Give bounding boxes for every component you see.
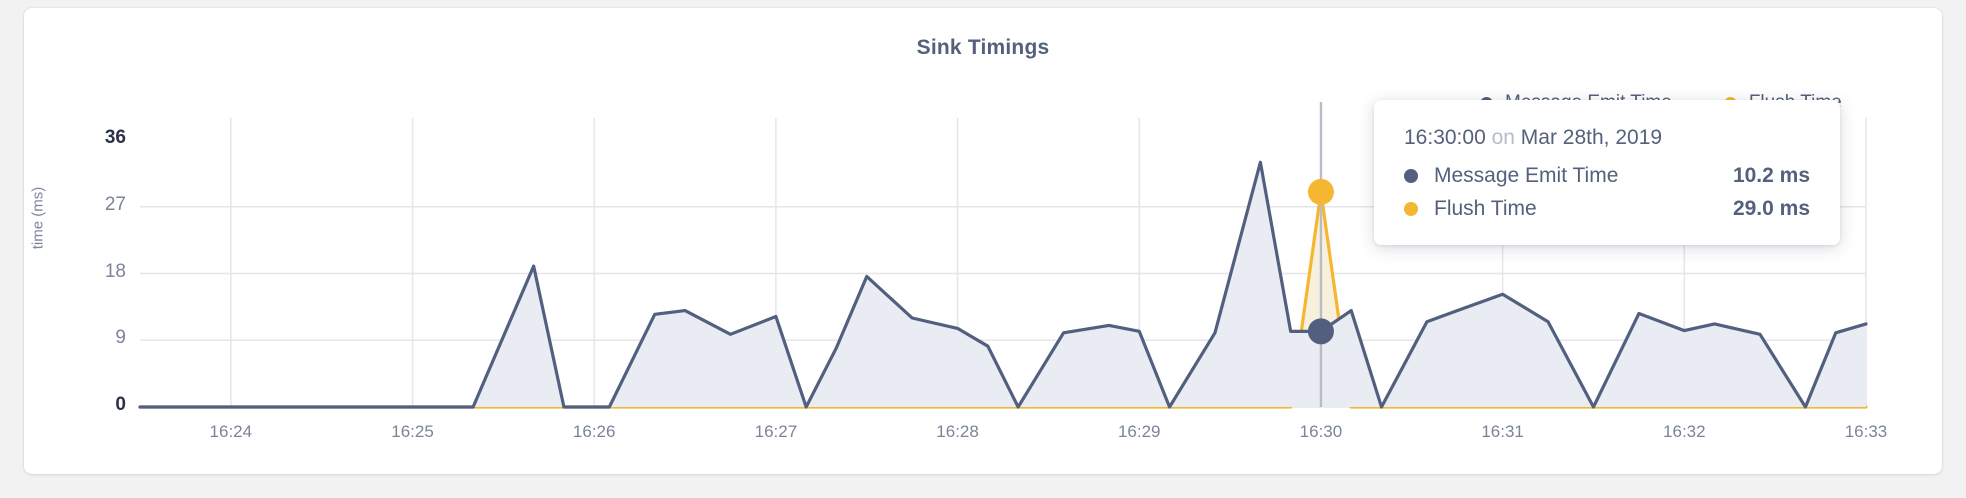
data-point-marker xyxy=(1307,318,1334,345)
x-axis-tick: 16:33 xyxy=(1844,422,1888,441)
series-layer xyxy=(138,160,1868,409)
x-axis-tick: 16:24 xyxy=(209,422,253,441)
marker-layer xyxy=(1307,178,1334,345)
series-area xyxy=(140,162,1866,407)
y-axis-tick: 18 xyxy=(104,260,126,282)
x-axis-tick: 16:26 xyxy=(572,422,616,441)
x-axis-tick: 16:32 xyxy=(1663,422,1706,441)
y-axis-tick: 36 xyxy=(104,127,126,148)
y-axis-label: time (ms) xyxy=(29,186,47,250)
tooltip-row: Message Emit Time 10.2 ms xyxy=(1404,164,1810,188)
x-axis-tick: 16:31 xyxy=(1481,422,1524,441)
x-axis-tick: 16:28 xyxy=(936,422,979,441)
tooltip-series-dot-icon xyxy=(1404,202,1418,216)
series-line xyxy=(138,160,1868,409)
x-axis-tick: 16:30 xyxy=(1299,422,1343,441)
data-point-marker xyxy=(1307,178,1334,205)
x-axis-tick: 16:27 xyxy=(754,422,798,441)
tooltip-series-value: 10.2 ms xyxy=(1732,164,1810,187)
tooltip-date: Mar 28th, 2019 xyxy=(1520,126,1663,149)
tooltip-rows: Message Emit Time 10.2 ms Flush Time 29.0 m… xyxy=(1404,164,1810,221)
tooltip-series-label: Message Emit Time xyxy=(1434,164,1619,187)
tooltip-time: 16:30:00 xyxy=(1404,126,1486,149)
chart-tooltip: 16:30:00 on Mar 28th, 2019 Message Emit … xyxy=(1374,100,1840,245)
tooltip-series-label: Flush Time xyxy=(1434,197,1537,220)
tooltip-header: 16:30:00 on Mar 28th, 2019 xyxy=(1404,126,1810,150)
tooltip-series-value: 29.0 ms xyxy=(1732,197,1810,220)
y-axis-tick: 27 xyxy=(104,193,126,215)
y-axis-tick: 9 xyxy=(115,327,126,349)
tooltip-row: Flush Time 29.0 ms xyxy=(1404,197,1810,221)
x-axis-tick: 16:25 xyxy=(391,422,434,441)
y-axis-tick: 0 xyxy=(115,394,126,415)
tooltip-on-word: on xyxy=(1491,126,1515,149)
x-axis-tick: 16:29 xyxy=(1117,422,1161,441)
tooltip-series-dot-icon xyxy=(1404,169,1418,183)
page-title: Sink Timings xyxy=(916,36,1050,59)
